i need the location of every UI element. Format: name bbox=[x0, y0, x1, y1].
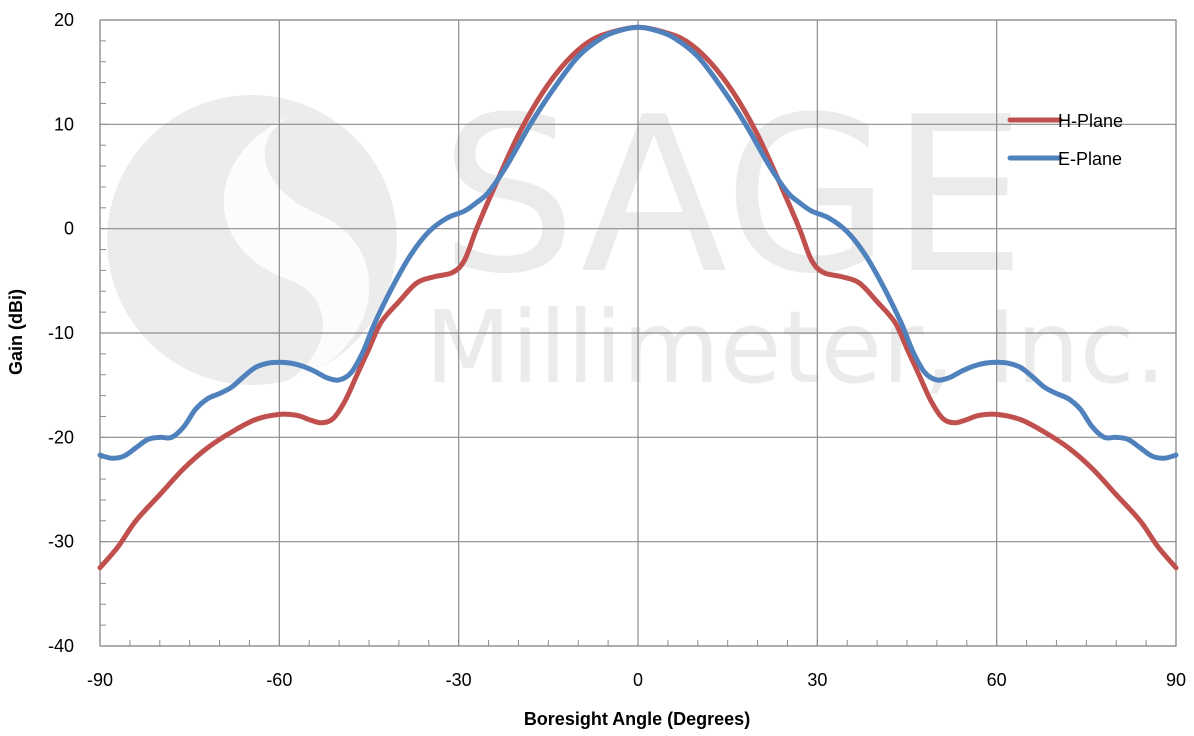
series-lines bbox=[97, 24, 1179, 571]
minor-ticks bbox=[99, 19, 1177, 647]
x-axis-title: Boresight Angle (Degrees) bbox=[524, 709, 750, 729]
y-axis-tick-labels: -40 -30 -20 -10 0 10 20 bbox=[48, 10, 74, 656]
x-tick-label: -90 bbox=[87, 670, 113, 690]
sage-watermark-logo: SAGE Millimeter, Inc. bbox=[107, 70, 1166, 406]
x-tick-label: 60 bbox=[987, 670, 1007, 690]
x-tick-label: 0 bbox=[633, 670, 643, 690]
series-line-e-plane bbox=[97, 24, 1179, 461]
y-tick-label: 20 bbox=[54, 10, 74, 30]
watermark-text-company: Millimeter, Inc. bbox=[425, 289, 1166, 406]
x-tick-label: 90 bbox=[1166, 670, 1186, 690]
y-tick-label: -30 bbox=[48, 532, 74, 552]
legend-label-e-plane: E-Plane bbox=[1058, 149, 1122, 169]
y-axis-title: Gain (dBi) bbox=[6, 289, 26, 375]
x-axis-tick-labels: -90 -60 -30 0 30 60 90 bbox=[87, 670, 1186, 690]
watermark-swirl-highlight-icon bbox=[223, 112, 370, 385]
y-tick-label: 0 bbox=[64, 219, 74, 239]
y-tick-label: -20 bbox=[48, 427, 74, 447]
x-tick-label: -60 bbox=[266, 670, 292, 690]
legend: H-Plane E-Plane bbox=[1007, 111, 1123, 169]
x-tick-label: 30 bbox=[807, 670, 827, 690]
x-tick-label: -30 bbox=[446, 670, 472, 690]
y-tick-label: 10 bbox=[54, 114, 74, 134]
legend-label-h-plane: H-Plane bbox=[1058, 111, 1123, 131]
y-tick-label: -10 bbox=[48, 323, 74, 343]
y-tick-label: -40 bbox=[48, 636, 74, 656]
